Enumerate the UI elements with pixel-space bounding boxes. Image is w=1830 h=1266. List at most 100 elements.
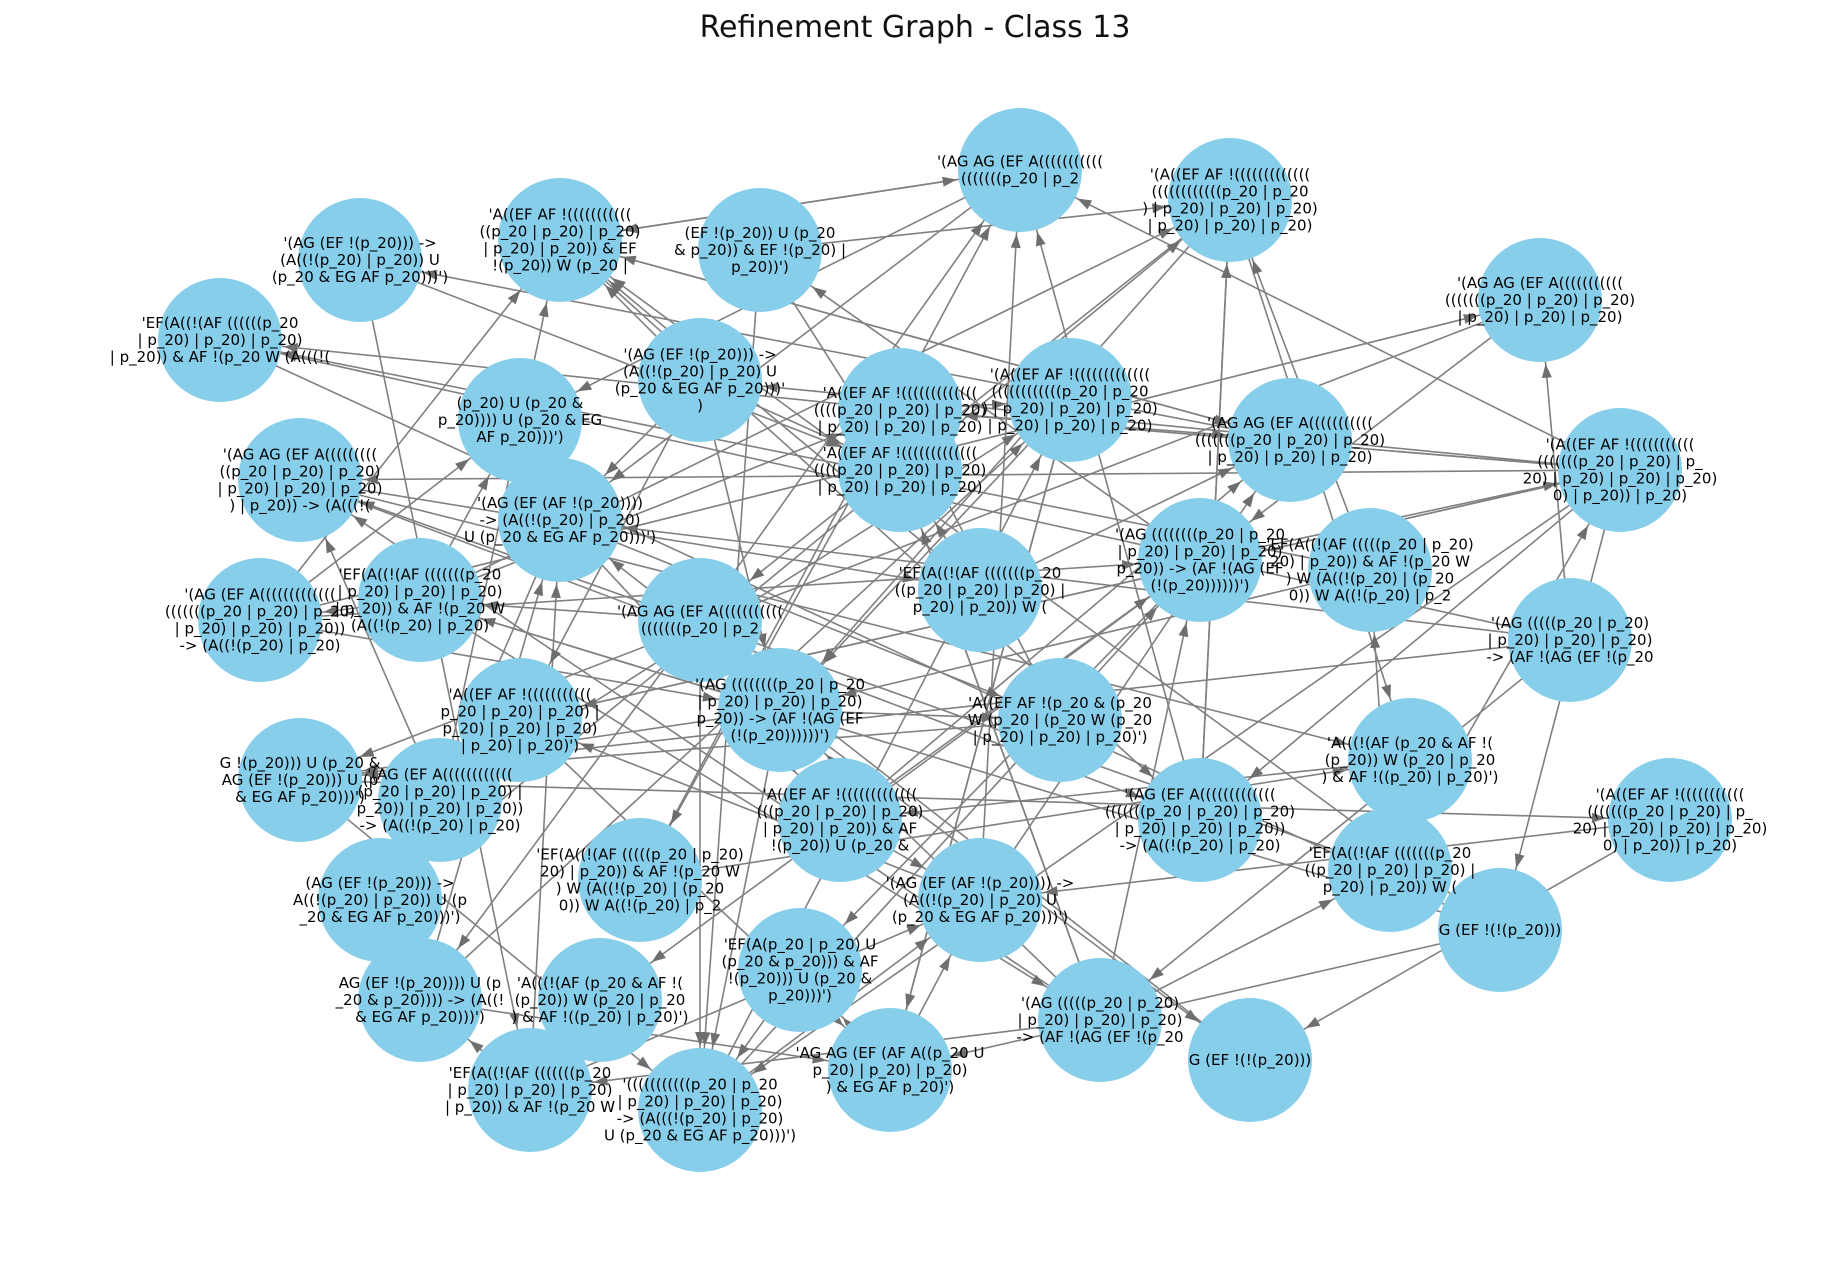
graph-node: [498, 458, 622, 582]
graph-node: [1558, 408, 1682, 532]
edge-arrowhead: [1143, 607, 1157, 622]
edge-arrowhead: [1591, 812, 1607, 823]
edge-arrowhead: [737, 1043, 750, 1058]
node-label: '(AG (EF !(p_20))) -> (A((!(p_20) | p_20)…: [615, 346, 786, 415]
edge-arrowhead: [1221, 263, 1232, 279]
node-label: (p_20) U (p_20 & p_20)))) U (p_20 & EG AF …: [438, 394, 602, 447]
edge-arrowhead: [935, 523, 948, 538]
node-label: 'EF(A((!(AF (((((p_20 | p_20) 20) | p_20)…: [1266, 536, 1474, 606]
node-label: 'EF(A((!(AF (((((((p_20 ((p_20 | p_20) | …: [895, 564, 1066, 617]
node-label: G (EF !(!(p_20))): [1439, 921, 1562, 940]
node-label: '(AG AG (EF A((((((((((((((((((p_20 | p_…: [937, 153, 1103, 189]
graph-node: [378, 738, 502, 862]
edge-arrowhead: [1125, 787, 1141, 798]
node-label: '(AG AG (EF A(((((((((((p_20 | p_20) | p…: [218, 446, 383, 516]
edge-arrowhead: [763, 382, 779, 393]
edge-arrowhead: [636, 1056, 651, 1070]
edge-arrowhead: [914, 938, 929, 951]
node-label: '(AG (EF A((((((((((((((((((((p_20 | p_2…: [1105, 786, 1295, 856]
edge-arrowhead: [822, 648, 836, 663]
edge-arrowhead: [1333, 736, 1348, 746]
edge-arrowhead: [623, 223, 638, 234]
edge-arrowhead: [1001, 434, 1016, 447]
edge-arrowhead: [1178, 622, 1189, 638]
edge-arrowhead: [1151, 203, 1167, 214]
graph-edge: [799, 559, 1201, 971]
graph-node: [1188, 998, 1312, 1122]
edge-arrowhead: [1029, 456, 1041, 472]
graph-edge: [779, 199, 1231, 711]
node-label: 'A((EF AF !(p_20 & (p_20 W (p_20 | (p_20 …: [968, 694, 1152, 747]
edge-arrowhead: [978, 226, 990, 242]
edge-arrowhead: [844, 910, 859, 925]
node-label: 'A((EF AF !(((((((((((((((((p_20 | p_20)…: [814, 444, 987, 497]
node-label: AG (EF !(p_20)))) U (p _20 & p_20)))) -> …: [335, 974, 505, 1027]
edge-arrowhead: [509, 1012, 520, 1028]
edge-arrowhead: [363, 768, 379, 779]
node-label: '(AG (((((p_20 | p_20) | p_20) | p_20) | …: [1486, 614, 1653, 667]
graph-edge: [259, 239, 561, 621]
edge-arrowhead: [549, 648, 561, 664]
graph-edge: [1019, 169, 1201, 821]
edge-arrowhead: [1542, 481, 1558, 492]
node-label: 'EF(A((!(AF (((((((p_20 | p_20) | p_20) |…: [335, 566, 505, 636]
node-label: '(AG (EF (AF !(p_20)))) -> (A((!(p_20) | …: [886, 874, 1075, 927]
edge-arrowhead: [533, 581, 543, 597]
node-label: 'A((EF AF !((((((((((((((((p_20 | p_20) …: [757, 786, 924, 856]
edge-arrowhead: [1541, 363, 1552, 379]
edge-arrowhead: [323, 605, 339, 616]
edge-arrowhead: [455, 459, 470, 472]
graph-edge: [889, 399, 1071, 1071]
graph-node: [358, 538, 482, 662]
edge-arrowhead: [825, 433, 841, 444]
edge-arrowhead: [605, 461, 619, 475]
edge-arrowhead: [582, 697, 598, 708]
edge-arrowhead: [1166, 240, 1181, 254]
node-layer: [158, 108, 1732, 1172]
edge-arrowhead: [906, 924, 922, 935]
edge-arrowhead: [611, 277, 626, 291]
graph-node: [718, 648, 842, 772]
edge-arrowhead: [1249, 766, 1264, 780]
graph-node: [158, 278, 282, 402]
edge-arrowhead: [991, 399, 1007, 410]
edge-arrowhead: [605, 285, 619, 299]
node-label: '(AG (EF !(p_20))) -> (A((!(p_20) | p_20)…: [272, 234, 448, 287]
graph-edge: [299, 479, 981, 591]
edge-arrowhead: [538, 302, 549, 318]
node-label: '(AG ((((((((p_20 | p_20 | p_20) | p_20) …: [1115, 526, 1285, 596]
node-label: 'EF(A((!(AF (((((p_20 | p_20) 20) | p_20)…: [536, 846, 744, 916]
graph-node: [958, 108, 1082, 232]
edge-arrowhead: [1031, 974, 1046, 987]
graph-node: [498, 178, 622, 302]
edge-arrowhead: [1227, 481, 1242, 495]
node-label: '(AG AG (EF A((((((((((((((((((p_20 | p_…: [617, 603, 783, 639]
graph-node: [638, 1048, 762, 1172]
edge-arrowhead: [609, 280, 624, 294]
graph-node: [698, 188, 822, 312]
node-label: '(A((EF AF !((((((((((((((((((p_20 | p_2…: [1573, 786, 1768, 856]
edge-arrowhead: [359, 747, 375, 757]
graph-node: [1308, 508, 1432, 632]
edge-arrowhead: [1211, 429, 1227, 440]
graph-node: [1138, 498, 1262, 622]
node-label: 'EF(A((!(AF (((((((p_20 ((p_20 | p_20) | …: [1305, 844, 1476, 897]
graph-node: [578, 818, 702, 942]
edge-arrowhead: [1121, 559, 1137, 570]
graph-edge: [359, 259, 1291, 441]
node-label: '(AG AG (EF A((((((((((((((((((p_20 | p_…: [1195, 414, 1385, 467]
edge-arrowhead: [1133, 597, 1149, 610]
edge-arrowhead: [1370, 633, 1381, 649]
edge-arrowhead: [422, 269, 438, 280]
graph-node: [918, 528, 1042, 652]
graph-edge: [419, 599, 1501, 931]
node-label: '(A((EF AF !((((((((((((((((((p_20 | p_2…: [1523, 436, 1718, 506]
graph-node: [1438, 868, 1562, 992]
graph-title: Refinement Graph - Class 13: [699, 10, 1131, 45]
graph-edge: [359, 259, 531, 1091]
edge-arrowhead: [577, 380, 593, 392]
edge-arrowhead: [1035, 231, 1046, 247]
edge-arrowhead: [670, 809, 683, 824]
graph-edge: [419, 619, 701, 1001]
